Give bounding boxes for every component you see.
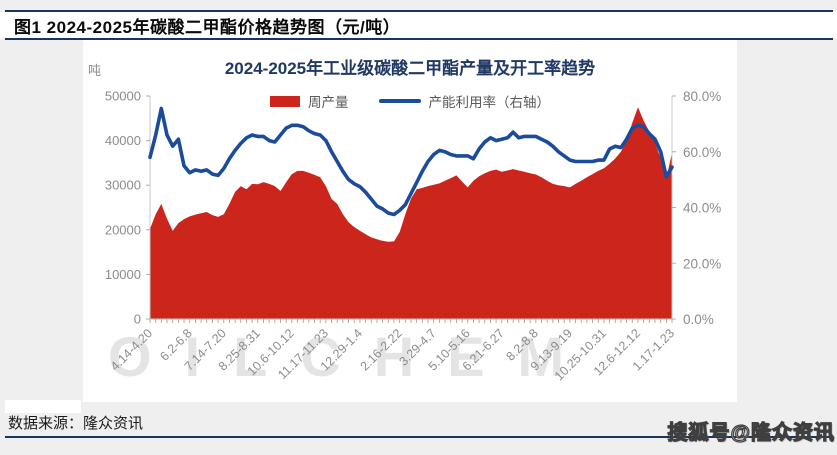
legend: 周产量 产能利用率（右轴）	[83, 92, 737, 110]
sohu-watermark: 搜狐号@隆众资讯	[667, 421, 835, 444]
utilization-legend-swatch	[378, 99, 421, 103]
left-tick-label: 0	[134, 312, 141, 327]
oilchem-watermark: OILCHEM	[108, 325, 597, 388]
right-tick-label: 20.0%	[683, 256, 721, 271]
production-legend-label: 周产量	[308, 95, 349, 110]
right-tick-label: 80.0%	[683, 89, 721, 104]
utilization-legend-label: 产能利用率（右轴）	[428, 95, 551, 110]
left-tick-label: 40000	[105, 133, 141, 148]
title-band	[0, 12, 837, 38]
data-source-text: 数据来源：隆众资讯	[8, 415, 144, 432]
y-axis-unit-label: 吨	[88, 63, 102, 78]
top-rule	[5, 10, 833, 12]
production-area-series	[150, 107, 672, 319]
left-tick-label: 30000	[105, 178, 141, 193]
production-utilization-chart: OILCHEM 50000 40000 30000 20000 10000 0 80.0% 60…	[105, 89, 721, 389]
right-tick-label: 0.0%	[683, 312, 714, 327]
right-tick-label: 60.0%	[683, 145, 721, 160]
bottom-rule	[5, 436, 833, 438]
chart-card: 2024-2025年工业级碳酸二甲酯产量及开工率趋势 吨 周产量 产能利用率（右…	[83, 40, 737, 402]
left-tick-label: 20000	[105, 222, 141, 237]
chart-title: 2024-2025年工业级碳酸二甲酯产量及开工率趋势	[224, 59, 596, 78]
utilization-line-series	[148, 106, 674, 217]
card-notch	[5, 400, 81, 413]
left-tick-label: 50000	[105, 89, 141, 104]
title-bottom-rule	[5, 38, 833, 40]
left-tick-label: 10000	[105, 267, 141, 282]
page-title: 图1 2024-2025年碳酸二甲酯价格趋势图（元/吨）	[14, 18, 401, 37]
right-tick-label: 40.0%	[683, 201, 721, 216]
production-legend-swatch	[270, 95, 300, 107]
